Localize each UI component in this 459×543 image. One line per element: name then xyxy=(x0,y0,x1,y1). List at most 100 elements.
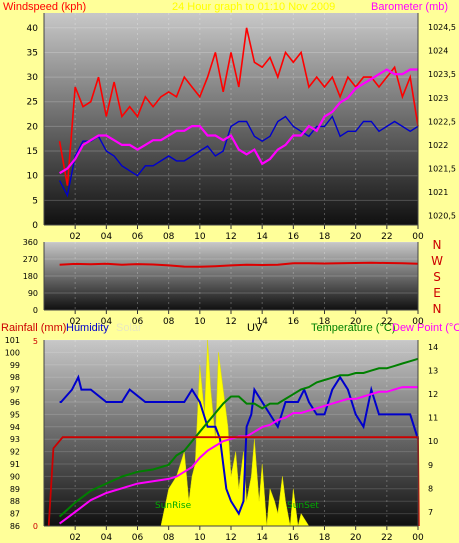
y-tick-label: 88 xyxy=(10,497,20,506)
x-tick-label: 06 xyxy=(132,533,144,543)
y-tick-label: 95 xyxy=(10,410,20,419)
x-tick-label: 00 xyxy=(412,232,424,242)
y-tick-label: 0 xyxy=(32,221,38,231)
x-tick-label: 08 xyxy=(163,232,175,242)
y-tick-label: 180 xyxy=(23,272,38,281)
direction-letter: N xyxy=(433,238,442,252)
humidity-label: Humidity xyxy=(66,322,109,334)
y-right-tick-label: 10 xyxy=(428,437,438,446)
y-right-tick-label: 11 xyxy=(428,414,438,423)
x-tick-label: 14 xyxy=(256,232,268,242)
x-tick-label: 22 xyxy=(381,232,392,242)
sunset-label: SunSet xyxy=(287,501,319,511)
y-tick-label: 87 xyxy=(10,510,20,519)
x-tick-label: 22 xyxy=(381,317,392,327)
y-tick-label: 99 xyxy=(10,361,20,370)
sunrise-label: SunRise xyxy=(155,501,192,511)
x-tick-label: 14 xyxy=(256,533,268,543)
x-tick-label: 08 xyxy=(163,533,175,543)
y-right-tick-label: 7 xyxy=(428,508,433,517)
dewpoint-label: Dew Point (°C) xyxy=(392,322,459,334)
y-tick-label: 10 xyxy=(27,172,39,182)
y-tick-label: 25 xyxy=(27,98,38,108)
y-right-tick-label: 1022,5 xyxy=(428,117,456,126)
direction-letter: W xyxy=(431,254,443,268)
x-tick-label: 18 xyxy=(319,317,331,327)
y-right-tick-label: 9 xyxy=(428,461,433,470)
series-humidity xyxy=(59,374,419,516)
direction-letter: S xyxy=(433,270,441,284)
solar-label: Solar xyxy=(116,322,142,334)
y-right-tick-label: 13 xyxy=(428,367,438,376)
direction-letter: E xyxy=(433,286,441,300)
y-tick-label: 40 xyxy=(27,24,39,34)
rainfall-label: Rainfall (mm) xyxy=(1,322,67,334)
y-right-tick-label: 1020,5 xyxy=(428,212,456,221)
uv-label: UV xyxy=(247,322,263,334)
x-tick-label: 00 xyxy=(412,317,424,327)
x-tick-label: 02 xyxy=(69,533,80,543)
series-direction xyxy=(59,261,419,268)
series-solar xyxy=(160,339,310,527)
x-tick-label: 20 xyxy=(350,533,362,543)
x-tick-label: 00 xyxy=(412,533,424,543)
x-tick-label: 06 xyxy=(132,317,144,327)
x-tick-label: 18 xyxy=(319,533,331,543)
y-right-tick-label: 14 xyxy=(428,343,438,352)
y-tick-label: 89 xyxy=(10,485,20,494)
x-tick-label: 18 xyxy=(319,232,331,242)
y-tick-label: 35 xyxy=(27,48,38,58)
y-tick-label: 101 xyxy=(5,336,20,345)
rain-tick-label: 5 xyxy=(33,337,38,346)
y-tick-label: 90 xyxy=(28,289,38,298)
series-temperature xyxy=(58,357,419,518)
y-tick-label: 96 xyxy=(10,398,20,407)
x-tick-label: 14 xyxy=(256,317,268,327)
y-tick-label: 93 xyxy=(10,435,20,444)
y-tick-label: 100 xyxy=(5,348,20,357)
y-tick-label: 270 xyxy=(23,255,38,264)
y-right-tick-label: 8 xyxy=(428,484,433,493)
wind-plot-area xyxy=(44,13,418,225)
y-right-tick-label: 1022 xyxy=(428,141,448,150)
x-tick-label: 06 xyxy=(132,232,144,242)
y-tick-label: 97 xyxy=(10,386,20,395)
y-tick-label: 20 xyxy=(27,122,39,132)
y-tick-label: 5 xyxy=(32,196,38,206)
x-tick-label: 04 xyxy=(101,317,113,327)
x-tick-label: 10 xyxy=(194,232,206,242)
x-tick-label: 16 xyxy=(288,533,300,543)
y-tick-label: 91 xyxy=(10,460,20,469)
y-tick-label: 92 xyxy=(10,448,20,457)
y-tick-label: 98 xyxy=(10,373,20,382)
series-dewpoint xyxy=(59,386,418,525)
y-tick-label: 15 xyxy=(27,147,38,157)
x-tick-label: 02 xyxy=(69,317,80,327)
barometer-axis-label: Barometer (mb) xyxy=(371,1,449,13)
y-right-tick-label: 1021 xyxy=(428,188,448,197)
y-tick-label: 0 xyxy=(33,306,38,315)
x-tick-label: 04 xyxy=(101,533,113,543)
x-tick-label: 12 xyxy=(225,533,236,543)
series-pressure xyxy=(59,68,418,175)
y-tick-label: 86 xyxy=(10,522,20,531)
series-gust xyxy=(58,27,419,186)
x-tick-label: 12 xyxy=(225,317,236,327)
y-right-tick-label: 1023,5 xyxy=(428,70,456,79)
rain-tick-label: 0 xyxy=(33,522,38,531)
x-tick-label: 10 xyxy=(194,317,206,327)
direction-plot-area xyxy=(44,242,418,310)
x-tick-label: 02 xyxy=(69,232,80,242)
y-right-tick-label: 1024,5 xyxy=(428,23,456,32)
direction-letter: N xyxy=(433,302,442,316)
chart-title: 24 Hour graph to 01:10 Nov 2009 xyxy=(172,1,336,13)
y-right-tick-label: 1024 xyxy=(428,47,448,56)
x-tick-label: 12 xyxy=(225,232,236,242)
x-tick-label: 22 xyxy=(381,533,392,543)
x-tick-label: 16 xyxy=(288,232,300,242)
y-right-tick-label: 12 xyxy=(428,390,438,399)
windspeed-axis-label: Windspeed (kph) xyxy=(3,1,87,13)
y-tick-label: 90 xyxy=(10,472,20,481)
x-tick-label: 20 xyxy=(350,317,362,327)
y-right-tick-label: 1021,5 xyxy=(428,164,456,173)
